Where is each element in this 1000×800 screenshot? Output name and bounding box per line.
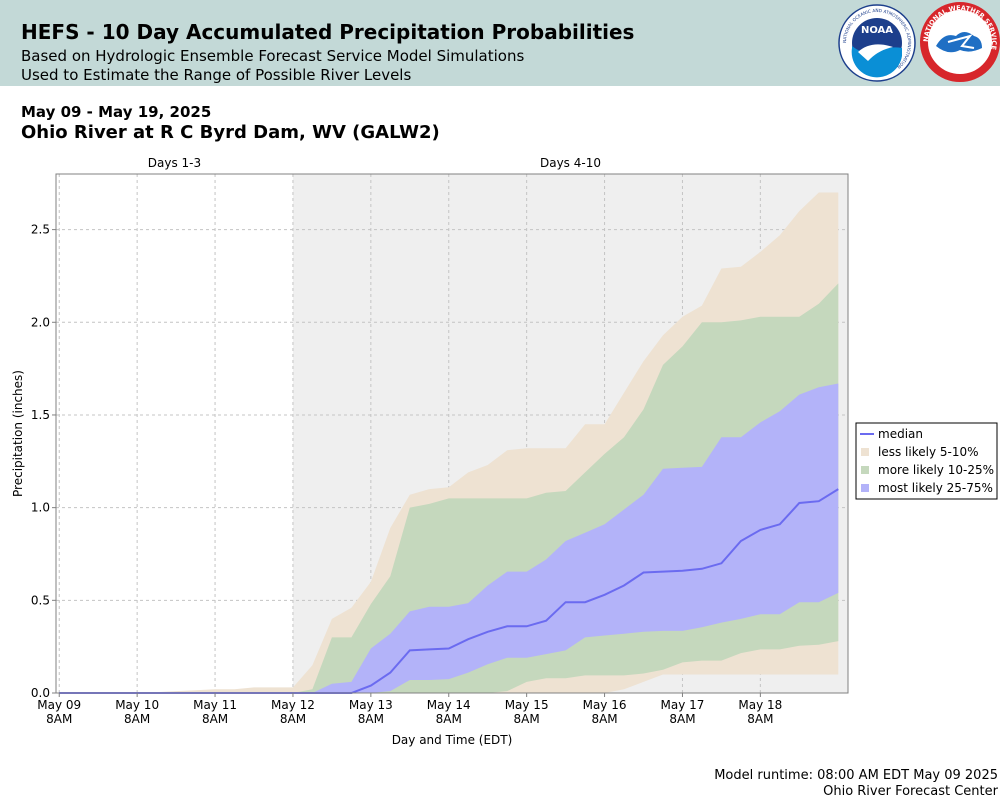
x-tick-label-time: 8AM [514,712,540,726]
x-tick-label-date: May 14 [427,698,471,712]
x-tick-label-time: 8AM [591,712,617,726]
forecast-center: Ohio River Forecast Center [823,784,998,799]
legend-box [855,422,998,500]
page-title: HEFS - 10 Day Accumulated Precipitation … [21,20,635,44]
y-tick-label: 2.0 [31,315,50,329]
y-tick-label: 0.0 [31,686,50,700]
x-tick-label-date: May 11 [193,698,237,712]
legend-label: most likely 25-75% [878,481,993,495]
nws-logo: NATIONAL WEATHER SERVICE [920,2,1000,82]
noaa-logo-text: NOAA [861,25,893,36]
y-tick-label: 1.0 [31,501,50,515]
legend-label: less likely 5-10% [878,445,979,459]
legend-swatch-band [861,484,869,492]
page-header: HEFS - 10 Day Accumulated Precipitation … [0,0,1000,86]
x-tick-label-date: May 13 [349,698,393,712]
legend-swatch-band [861,466,869,474]
legend-label: median [878,427,923,441]
y-tick-label: 2.5 [31,223,50,237]
forecast-location: Ohio River at R C Byrd Dam, WV (GALW2) [21,122,440,143]
y-axis-title: Precipitation (inches) [11,370,25,497]
x-tick-label-date: May 09 [37,698,81,712]
model-runtime: Model runtime: 08:00 AM EDT May 09 2025 [714,768,998,783]
precipitation-chart: Days 1-3 Days 4-10 0.0 0.5 1.0 1.5 2.0 2.5 May 0… [11,156,998,747]
x-tick-label-time: 8AM [436,712,462,726]
x-tick-label-date: May 18 [738,698,782,712]
x-tick-label-date: May 10 [115,698,159,712]
x-tick-label-time: 8AM [358,712,384,726]
legend-swatch-band [861,448,869,456]
plot-border [55,173,849,694]
x-tick-label-date: May 16 [583,698,627,712]
forecast-date-range: May 09 - May 19, 2025 [21,103,212,121]
noaa-logo: NATIONAL OCEANIC AND ATMOSPHERIC ADMINIS… [838,4,916,82]
x-tick-label-time: 8AM [669,712,695,726]
x-tick-label-time: 8AM [46,712,72,726]
x-tick-label-time: 8AM [124,712,150,726]
x-tick-label-date: May 15 [505,698,549,712]
period-label-0: Days 1-3 [148,156,201,170]
x-axis-title: Day and Time (EDT) [392,733,513,747]
page-subtitle-line1: Based on Hydrologic Ensemble Forecast Se… [21,47,525,65]
x-tick-label-date: May 12 [271,698,315,712]
x-tick-label-date: May 17 [661,698,705,712]
legend-label: more likely 10-25% [878,463,994,477]
y-tick-label: 0.5 [31,593,50,607]
period-label-1: Days 4-10 [540,156,601,170]
x-tick-label-time: 8AM [747,712,773,726]
x-tick-label-time: 8AM [280,712,306,726]
y-tick-label: 1.5 [31,408,50,422]
x-tick-label-time: 8AM [202,712,228,726]
band-most-likely [59,383,839,693]
page-subtitle-line2: Used to Estimate the Range of Possible R… [21,66,412,84]
